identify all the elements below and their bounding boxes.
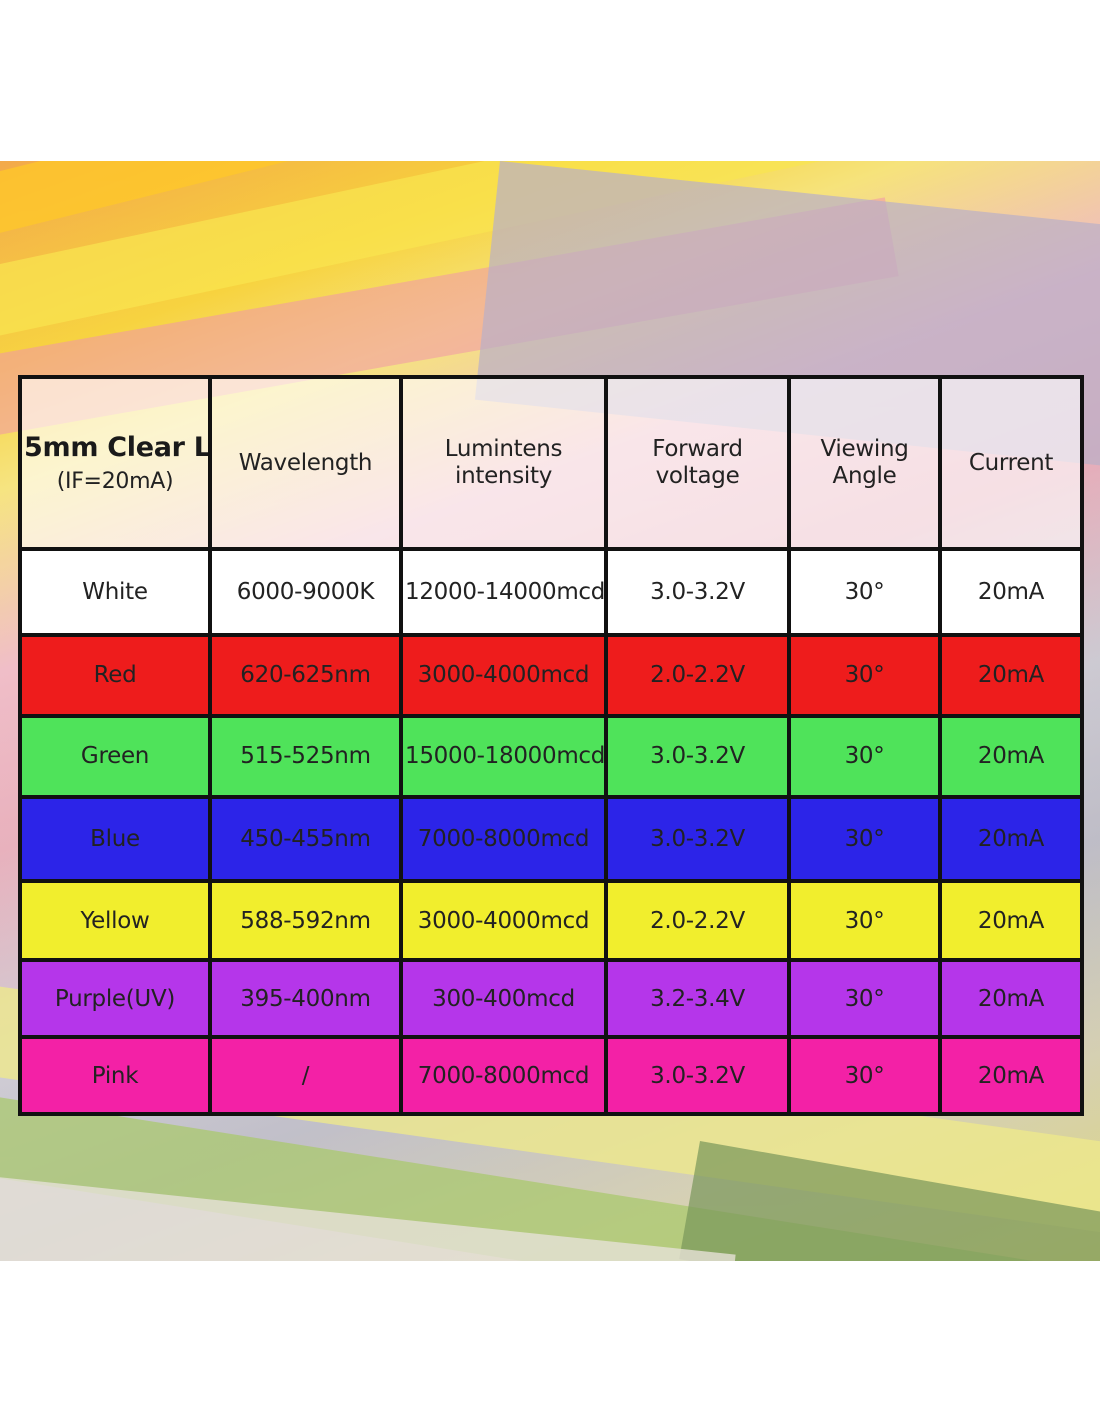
wavelength-cell: 620-625nm xyxy=(208,632,403,718)
wavelength-cell: 450-455nm xyxy=(208,794,403,884)
color-name-cell: Purple(UV) xyxy=(18,958,212,1040)
wavelength-cell: / xyxy=(208,1035,403,1116)
table-row: White 6000-9000K 12000-14000mcd 3.0-3.2V 30°… xyxy=(18,547,1084,637)
viewing-angle-cell: 30° xyxy=(787,547,942,637)
header-viewing-angle: Viewing Angle xyxy=(787,375,942,551)
intensity-cell: 3000-4000mcd xyxy=(399,632,608,718)
forward-voltage-cell: 3.0-3.2V xyxy=(604,1035,791,1116)
forward-voltage-cell: 2.0-2.2V xyxy=(604,879,791,963)
viewing-angle-cell: 30° xyxy=(787,958,942,1040)
intensity-cell: 300-400mcd xyxy=(399,958,608,1040)
intensity-cell: 12000-14000mcd xyxy=(399,547,608,637)
intensity-cell: 7000-8000mcd xyxy=(399,794,608,884)
led-spec-table: 5mm Clear Lens (IF=20mA) Wavelength Lumi… xyxy=(18,375,1084,1116)
current-cell: 20mA xyxy=(938,1035,1084,1116)
table-row: Pink/7000-8000mcd 3.0-3.2V 30° 20mA xyxy=(18,1035,1084,1116)
forward-voltage-cell: 3.0-3.2V xyxy=(604,547,791,637)
table-row: Green 515-525nm 15000-18000mcd 3.0-3.2V 30° 2… xyxy=(18,713,1084,799)
table-row: Yellow 588-592nm 3000-4000mcd 2.0-2.2V 30° 20… xyxy=(18,879,1084,963)
forward-voltage-cell: 2.0-2.2V xyxy=(604,632,791,718)
current-cell: 20mA xyxy=(938,713,1084,799)
color-name-cell: White xyxy=(18,547,212,637)
forward-voltage-cell: 3.0-3.2V xyxy=(604,713,791,799)
color-name-cell: Red xyxy=(18,632,212,718)
current-cell: 20mA xyxy=(938,547,1084,637)
viewing-angle-cell: 30° xyxy=(787,632,942,718)
product-condition: (IF=20mA) xyxy=(56,468,174,494)
intensity-cell: 7000-8000mcd xyxy=(399,1035,608,1116)
current-cell: 20mA xyxy=(938,632,1084,718)
intensity-cell: 3000-4000mcd xyxy=(399,879,608,963)
forward-voltage-cell: 3.0-3.2V xyxy=(604,794,791,884)
table-row: Red 620-625nm 3000-4000mcd 2.0-2.2V 30° 20mA xyxy=(18,632,1084,718)
wavelength-cell: 395-400nm xyxy=(208,958,403,1040)
viewing-angle-cell: 30° xyxy=(787,1035,942,1116)
color-name-cell: Yellow xyxy=(18,879,212,963)
table-header-row: 5mm Clear Lens (IF=20mA) Wavelength Lumi… xyxy=(18,375,1084,551)
header-product: 5mm Clear Lens (IF=20mA) xyxy=(18,375,212,551)
current-cell: 20mA xyxy=(938,794,1084,884)
table-row: Blue 450-455nm 7000-8000mcd 3.0-3.2V 30° 20mA xyxy=(18,794,1084,884)
current-cell: 20mA xyxy=(938,958,1084,1040)
header-current: Current xyxy=(938,375,1084,551)
intensity-cell: 15000-18000mcd xyxy=(399,713,608,799)
forward-voltage-cell: 3.2-3.4V xyxy=(604,958,791,1040)
current-cell: 20mA xyxy=(938,879,1084,963)
header-forward-voltage: Forward voltage xyxy=(604,375,791,551)
product-title: 5mm Clear Lens xyxy=(24,431,210,463)
color-name-cell: Pink xyxy=(18,1035,212,1116)
wavelength-cell: 6000-9000K xyxy=(208,547,403,637)
table-row: Purple(UV) 395-400nm 300-400mcd 3.2-3.4V 30°… xyxy=(18,958,1084,1040)
viewing-angle-cell: 30° xyxy=(787,879,942,963)
color-name-cell: Green xyxy=(18,713,212,799)
viewing-angle-cell: 30° xyxy=(787,713,942,799)
wavelength-cell: 515-525nm xyxy=(208,713,403,799)
viewing-angle-cell: 30° xyxy=(787,794,942,884)
wavelength-cell: 588-592nm xyxy=(208,879,403,963)
color-name-cell: Blue xyxy=(18,794,212,884)
header-wavelength: Wavelength xyxy=(208,375,403,551)
header-intensity: Lumintens intensity xyxy=(399,375,608,551)
